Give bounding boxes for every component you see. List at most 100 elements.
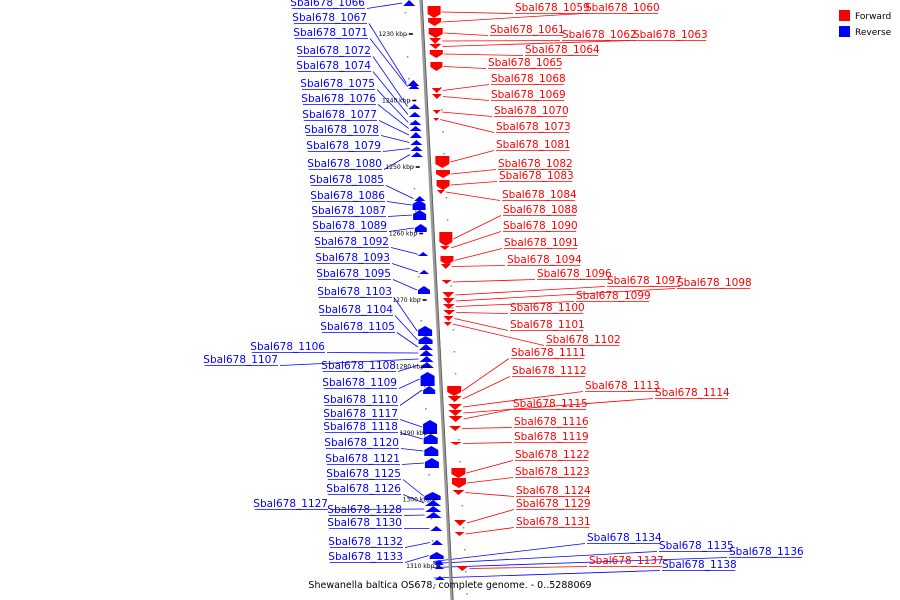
gene-label[interactable]: Sbal678_1078 <box>304 124 379 136</box>
gene-label[interactable]: Sbal678_1127 <box>253 498 328 510</box>
gene-glyph[interactable] <box>410 146 423 151</box>
gene-glyph[interactable] <box>412 200 426 210</box>
gene-glyph[interactable] <box>454 520 467 526</box>
gene-label[interactable]: Sbal678_1089 <box>312 220 387 232</box>
gene-glyph[interactable] <box>409 126 422 131</box>
gene-glyph[interactable] <box>431 88 442 93</box>
gene-glyph[interactable] <box>440 256 454 265</box>
gene-label[interactable]: Sbal678_1065 <box>488 57 563 69</box>
gene-glyph[interactable] <box>449 426 462 431</box>
gene-glyph[interactable] <box>433 118 440 121</box>
gene-label[interactable]: Sbal678_1106 <box>250 341 325 353</box>
gene-label[interactable]: Sbal678_1079 <box>306 140 381 152</box>
gene-label[interactable]: Sbal678_1085 <box>309 174 384 186</box>
gene-glyph[interactable] <box>434 566 445 569</box>
gene-label[interactable]: Sbal678_1098 <box>677 277 752 289</box>
gene-glyph[interactable] <box>410 152 423 157</box>
gene-label[interactable]: Sbal678_1059 <box>515 2 590 14</box>
gene-label[interactable]: Sbal678_1121 <box>325 453 400 465</box>
gene-label[interactable]: Sbal678_1077 <box>302 109 377 121</box>
gene-glyph[interactable] <box>419 356 434 362</box>
gene-label[interactable]: Sbal678_1104 <box>318 304 393 316</box>
gene-glyph[interactable] <box>408 84 420 89</box>
gene-glyph[interactable] <box>420 372 435 386</box>
gene-glyph[interactable] <box>423 386 436 394</box>
gene-glyph[interactable] <box>434 560 445 563</box>
gene-glyph[interactable] <box>442 304 455 309</box>
gene-label[interactable]: Sbal678_1132 <box>328 536 403 548</box>
gene-label[interactable]: Sbal678_1135 <box>659 540 734 552</box>
gene-label[interactable]: Sbal678_1081 <box>496 139 571 151</box>
gene-label[interactable]: Sbal678_1075 <box>300 78 375 90</box>
gene-glyph[interactable] <box>431 94 442 99</box>
gene-glyph[interactable] <box>440 264 451 269</box>
gene-label[interactable]: Sbal678_1086 <box>310 190 385 202</box>
gene-glyph[interactable] <box>452 490 465 495</box>
gene-glyph[interactable] <box>442 298 455 304</box>
gene-glyph[interactable] <box>424 446 439 456</box>
gene-glyph[interactable] <box>447 386 462 396</box>
gene-label[interactable]: Sbal678_1111 <box>511 347 586 359</box>
gene-glyph[interactable] <box>419 350 434 356</box>
gene-label[interactable]: Sbal678_1096 <box>537 268 612 280</box>
gene-glyph[interactable] <box>410 140 423 145</box>
gene-glyph[interactable] <box>435 156 450 168</box>
gene-label[interactable]: Sbal678_1131 <box>516 516 591 528</box>
gene-glyph[interactable] <box>417 286 430 294</box>
gene-label[interactable]: Sbal678_1072 <box>296 45 371 57</box>
gene-label[interactable]: Sbal678_1109 <box>322 377 397 389</box>
gene-label[interactable]: Sbal678_1115 <box>513 398 588 410</box>
gene-glyph[interactable] <box>454 532 465 536</box>
gene-label[interactable]: Sbal678_1102 <box>546 334 621 346</box>
gene-glyph[interactable] <box>442 292 455 298</box>
gene-glyph[interactable] <box>413 210 427 220</box>
gene-glyph[interactable] <box>443 310 456 315</box>
gene-glyph[interactable] <box>434 576 445 580</box>
gene-label[interactable]: Sbal678_1090 <box>503 220 578 232</box>
gene-label[interactable]: Sbal678_1133 <box>328 551 403 563</box>
gene-label[interactable]: Sbal678_1123 <box>515 466 590 478</box>
gene-label[interactable]: Sbal678_1080 <box>307 158 382 170</box>
gene-glyph[interactable] <box>429 50 443 58</box>
gene-label[interactable]: Sbal678_1084 <box>502 189 577 201</box>
gene-label[interactable]: Sbal678_1070 <box>494 105 569 117</box>
gene-glyph[interactable] <box>430 62 443 71</box>
gene-label[interactable]: Sbal678_1099 <box>576 290 651 302</box>
gene-glyph[interactable] <box>423 420 438 434</box>
gene-label[interactable]: Sbal678_1095 <box>316 268 391 280</box>
gene-label[interactable]: Sbal678_1125 <box>326 468 401 480</box>
gene-label[interactable]: Sbal678_1126 <box>326 483 401 495</box>
gene-label[interactable]: Sbal678_1062 <box>562 29 637 41</box>
gene-glyph[interactable] <box>432 110 441 114</box>
gene-label[interactable]: Sbal678_1060 <box>585 2 660 14</box>
gene-label[interactable]: Sbal678_1119 <box>514 431 589 443</box>
gene-label[interactable]: Sbal678_1071 <box>293 27 368 39</box>
gene-label[interactable]: Sbal678_1116 <box>514 416 589 428</box>
gene-label[interactable]: Sbal678_1130 <box>327 517 402 529</box>
gene-glyph[interactable] <box>434 562 445 565</box>
gene-label[interactable]: Sbal678_1061 <box>490 24 565 36</box>
gene-glyph[interactable] <box>409 120 422 125</box>
gene-glyph[interactable] <box>451 478 466 488</box>
gene-label[interactable]: Sbal678_1097 <box>607 275 682 287</box>
gene-label[interactable]: Sbal678_1118 <box>323 421 398 433</box>
gene-label[interactable]: Sbal678_1076 <box>301 93 376 105</box>
gene-label[interactable]: Sbal678_1124 <box>516 485 591 497</box>
gene-label[interactable]: Sbal678_1107 <box>203 354 278 366</box>
gene-glyph[interactable] <box>418 252 429 256</box>
gene-glyph[interactable] <box>441 280 452 284</box>
gene-glyph[interactable] <box>424 500 441 506</box>
gene-label[interactable]: Sbal678_1113 <box>585 380 660 392</box>
gene-label[interactable]: Sbal678_1138 <box>662 559 737 571</box>
gene-label[interactable]: Sbal678_1073 <box>496 121 571 133</box>
gene-glyph[interactable] <box>423 434 438 444</box>
gene-glyph[interactable] <box>403 0 416 6</box>
gene-glyph[interactable] <box>429 38 442 44</box>
gene-label[interactable]: Sbal678_1067 <box>292 12 367 24</box>
gene-glyph[interactable] <box>448 404 463 410</box>
gene-glyph[interactable] <box>418 326 433 336</box>
gene-label[interactable]: Sbal678_1122 <box>515 449 590 461</box>
gene-glyph[interactable] <box>456 566 469 571</box>
gene-label[interactable]: Sbal678_1087 <box>311 205 386 217</box>
gene-glyph[interactable] <box>436 180 450 190</box>
